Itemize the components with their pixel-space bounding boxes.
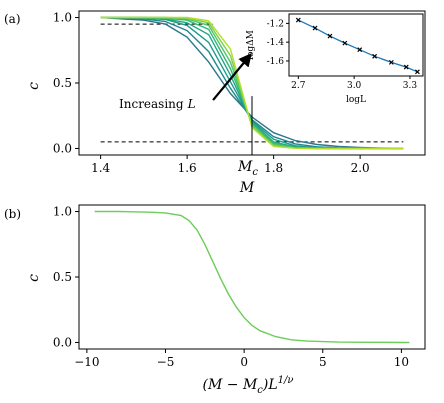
y-tick-label: 1.0 — [53, 205, 72, 219]
increasing-annotation-var: L — [187, 97, 196, 111]
inset-x-tick-label: 3.0 — [347, 81, 362, 91]
inset-marker — [357, 47, 363, 53]
series-line-1 — [94, 210, 410, 344]
panel-a-label: (a) — [4, 12, 21, 26]
y-tick-label: 0.5 — [53, 270, 72, 284]
inset-marker — [388, 59, 394, 65]
x-tick-label: 1.4 — [91, 161, 110, 175]
y-tick-label: 0.5 — [53, 76, 72, 90]
panel-b-xlabel-sub: c — [257, 385, 263, 396]
x-tick-label: 5 — [319, 355, 327, 369]
inset-marker — [327, 33, 333, 39]
critical-point-subscript: c — [252, 167, 258, 178]
critical-point-label: Mc — [237, 159, 258, 178]
inset-xlabel: logL — [346, 95, 366, 105]
panel-a-dashed-lines — [100, 23, 404, 143]
critical-point-symbol: M — [237, 159, 253, 175]
increasing-arrow — [212, 53, 252, 101]
panel-b-ylabel: c — [26, 274, 42, 282]
x-tick-label: 0 — [240, 355, 248, 369]
inset-marker — [414, 69, 420, 75]
inset-x-tick-label: 2.7 — [291, 81, 306, 91]
y-tick-label: 0.0 — [53, 141, 72, 155]
increasing-annotation-text: Increasing — [119, 97, 184, 111]
y-tick-label: 0.0 — [53, 335, 72, 349]
inset-x-tick-label: 3.3 — [403, 81, 418, 91]
inset-marker — [403, 64, 409, 70]
panel-a-yticks: 0.0 0.5 1.0 — [53, 11, 79, 155]
x-tick-label: 1.6 — [178, 161, 197, 175]
inset-marker — [295, 17, 301, 23]
panel-b-frame — [78, 204, 426, 350]
x-tick-label: −5 — [157, 355, 175, 369]
y-tick-label: 1.0 — [53, 11, 72, 25]
inset-plot: 2.7 3.0 3.3 -1.2 -1.4 -1.6 logL logΔM — [246, 13, 424, 105]
inset-ylabel: logΔM — [246, 30, 256, 60]
panel-b-xticks: −10 −5 0 5 10 — [74, 349, 409, 369]
panel-b: (b) −10 −5 0 5 10 0.00.51.0 c (M − Mc)L1/ν — [4, 204, 426, 396]
panel-b-xlabel-sup: 1/ν — [278, 375, 294, 386]
panel-b-xlabel: (M − Mc)L1/ν — [203, 375, 294, 396]
panel-b-yticks: 0.0 0.5 1.0 — [53, 205, 79, 349]
inset-xticks: 2.7 3.0 3.3 — [291, 76, 417, 91]
inset-marker — [372, 53, 378, 59]
panel-b-xlabel-tail: )L — [262, 377, 278, 393]
inset-yticks: -1.2 -1.4 -1.6 — [267, 19, 289, 67]
panel-b-xlabel-head: (M − M — [203, 377, 258, 393]
x-tick-label: 2.0 — [351, 161, 370, 175]
increasing-annotation: Increasing L — [119, 97, 196, 111]
inset-points — [295, 17, 420, 75]
x-tick-label: −10 — [74, 355, 99, 369]
inset-marker — [342, 40, 348, 46]
panel-a: (a) 1.4 1.6 1.8 2.0 0.0 0.5 1.0 c M Mc Increa… — [4, 10, 426, 196]
panel-a-ylabel: c — [26, 82, 42, 90]
panel-a-xlabel: M — [239, 180, 255, 196]
inset-y-tick-label: -1.4 — [267, 38, 285, 48]
inset-y-tick-label: -1.6 — [267, 57, 285, 67]
x-tick-label: 10 — [394, 355, 409, 369]
panel-a-xticks: 1.4 1.6 1.8 2.0 — [91, 155, 370, 175]
panel-b-series — [94, 210, 410, 344]
inset-marker — [312, 25, 318, 31]
inset-y-tick-label: -1.2 — [267, 19, 284, 29]
x-tick-label: 1.8 — [264, 161, 283, 175]
panel-b-label: (b) — [4, 207, 21, 221]
